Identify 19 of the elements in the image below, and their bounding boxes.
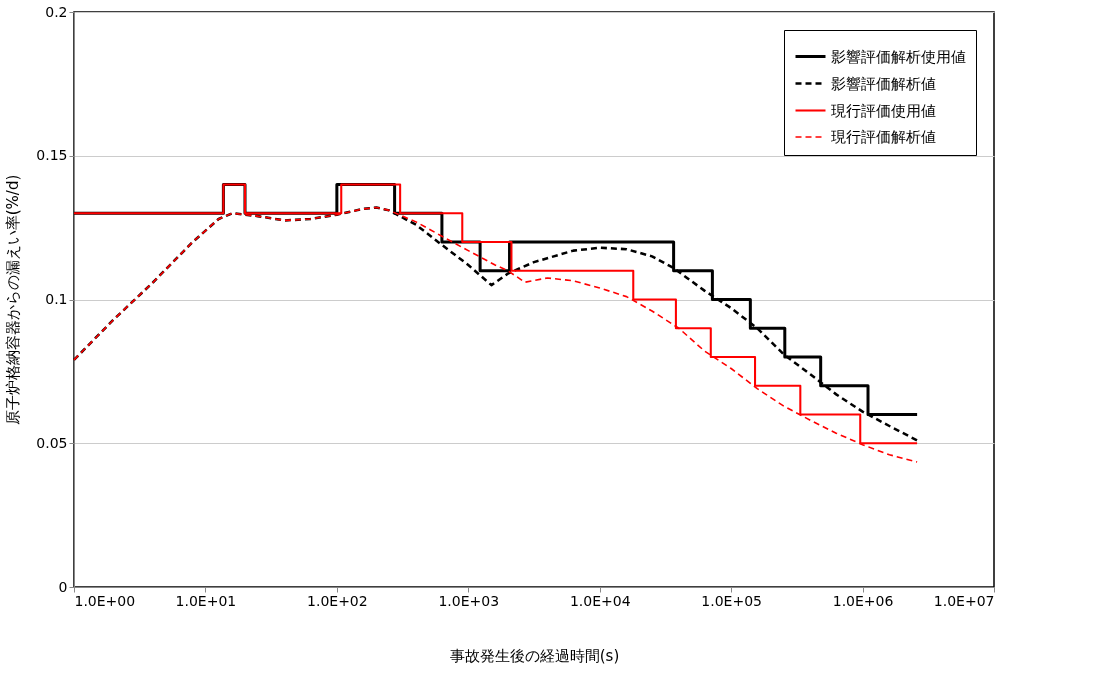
y-tick-label: 0.1 [45,291,68,307]
x-tick-label: 1.0E+06 [832,592,894,609]
x-tick-label: 1.0E+05 [701,592,762,609]
y-axis-title: 原子炉格納容器からの漏えい率(%/d) [4,174,23,426]
x-tick-label: 1.0E+04 [569,592,631,609]
x-axis-title: 事故発生後の経過時間(s) [449,646,620,665]
legend-label: 現行評価解析値 [831,128,936,146]
legend-label: 影響評価解析値 [831,74,936,93]
y-tick-label: 0.15 [36,147,68,164]
x-tick-label: 1.0E+07 [933,592,995,609]
x-tick-label: 1.0E+03 [438,592,500,609]
x-tick-label: 1.0E+00 [74,592,136,609]
legend-label: 現行評価使用値 [831,101,936,120]
x-tick-label: 1.0E+01 [175,592,237,609]
y-tick-label: 0 [58,578,68,595]
y-tick-label: 0.2 [45,3,68,20]
y-tick-label: 0.05 [36,434,68,451]
x-tick-label: 1.0E+02 [307,592,368,609]
legend-label: 影響評価解析使用値 [831,47,966,66]
